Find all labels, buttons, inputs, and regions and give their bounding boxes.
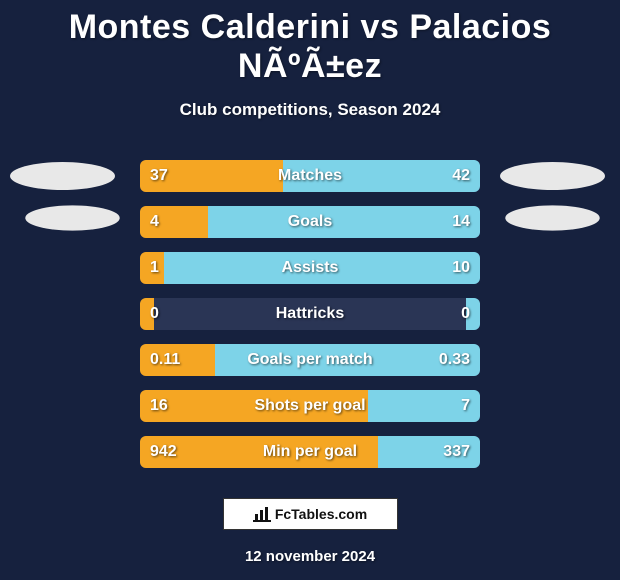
stat-label: Matches [140,160,480,192]
date-label: 12 november 2024 [0,548,620,565]
source-badge[interactable]: FcTables.com [223,498,398,530]
chart-area: 3742Matches 414Goals 110Assists 00Hattricks… [0,160,620,468]
subtitle: Club competitions, Season 2024 [0,100,620,120]
stat-row: 3742Matches [140,160,480,192]
stat-label: Goals [140,206,480,238]
stat-bars: 3742Matches 414Goals 110Assists 00Hattricks… [140,160,480,468]
stat-label: Min per goal [140,436,480,468]
comparison-card: Montes Calderini vs Palacios NÃºÃ±ez Clu… [0,0,620,565]
player-badge [25,205,120,230]
stat-label: Goals per match [140,344,480,376]
stat-row: 0.110.33Goals per match [140,344,480,376]
stat-label: Assists [140,252,480,284]
stat-label: Shots per goal [140,390,480,422]
page-title: Montes Calderini vs Palacios NÃºÃ±ez [0,8,620,86]
stat-row: 00Hattricks [140,298,480,330]
left-player-badges [10,160,120,468]
right-player-badges [500,160,610,468]
player-badge [505,205,600,230]
stat-row: 942337Min per goal [140,436,480,468]
stat-row: 110Assists [140,252,480,284]
stat-row: 414Goals [140,206,480,238]
source-label: FcTables.com [275,506,367,522]
player-badge [500,162,605,190]
player-badge [10,162,115,190]
stat-row: 167Shots per goal [140,390,480,422]
chart-icon [253,506,271,522]
stat-label: Hattricks [140,298,480,330]
